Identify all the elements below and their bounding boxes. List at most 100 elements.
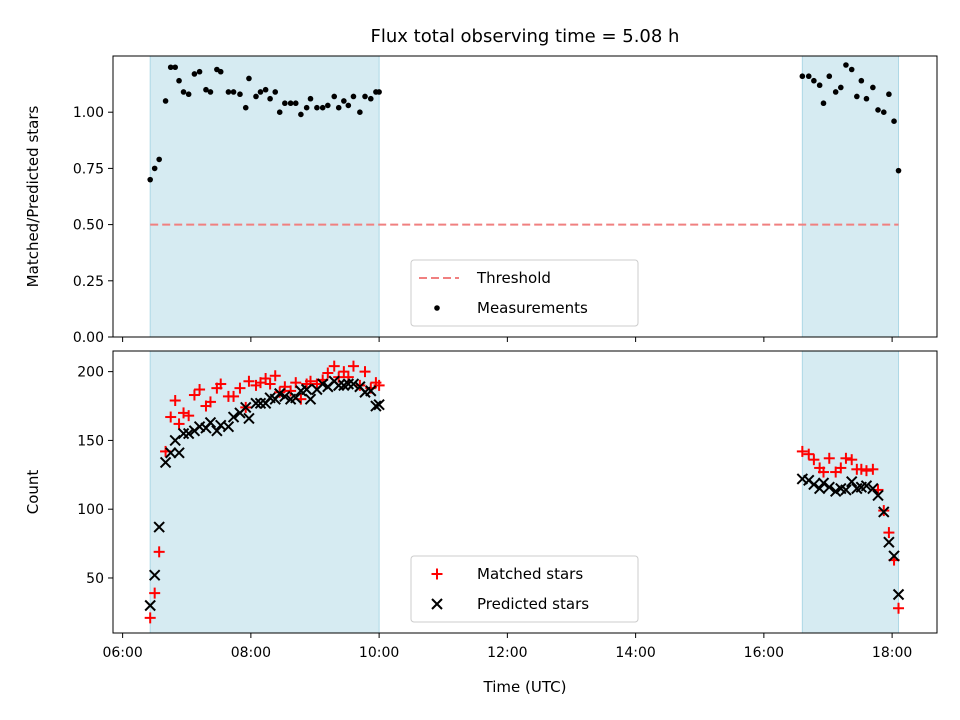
x-tick-label: 10:00 [359,645,399,661]
data-point [269,370,281,382]
data-point [891,118,897,124]
data-point [803,448,815,460]
data-point [846,454,858,466]
data-point [817,477,830,489]
data-point [347,378,360,390]
data-point [162,98,169,104]
data-point [272,89,279,95]
data-point [149,587,161,599]
data-point [855,463,867,475]
data-point [182,427,195,440]
data-point [243,412,255,425]
data-point [823,452,835,464]
x-tick-label: 18:00 [872,645,912,661]
data-point [893,602,905,614]
data-point [359,366,371,378]
data-point [892,588,905,601]
data-point [165,447,177,459]
data-point [867,463,879,475]
data-point [144,612,156,624]
data-point [832,89,839,95]
legend-label: Threshold [476,269,551,287]
data-point [817,466,829,478]
data-point [840,484,852,496]
data-point [159,456,172,469]
data-point [880,109,887,115]
data-point [228,390,240,402]
data-point [823,481,835,493]
data-point [276,109,283,115]
data-point [322,367,334,379]
data-point [843,62,849,68]
data-point [376,89,382,95]
data-point [331,93,338,100]
data-point [840,452,852,464]
data-point [345,102,352,109]
legend: Matched stars Predicted stars [410,555,639,623]
x-axis-label: Time (UTC) [483,678,567,696]
data-point [357,109,363,115]
x-tick-label: 12:00 [487,645,527,661]
data-point [234,382,246,394]
data-point [307,95,314,102]
data-point [373,379,385,391]
y-tick-label: 150 [77,433,104,449]
panel-count: 50 100 150 200 06:00 08:00 10:00 12:00 14:00 16:0… [24,350,938,661]
data-point [883,527,895,539]
data-point [183,410,195,422]
plot-frame [112,55,938,338]
data-point [173,418,185,430]
data-point [342,378,355,390]
legend-measurements-marker [434,305,440,311]
data-point [808,454,820,466]
data-point [260,373,272,385]
series-1-1 [144,375,905,612]
data-point [194,384,206,396]
data-point [854,93,860,100]
data-point [848,66,855,73]
data-point [156,156,162,163]
data-point [267,95,273,102]
data-point [237,91,243,98]
data-point [144,599,156,612]
data-point [279,390,291,403]
panel-ratio: 0.00 0.25 0.50 0.75 1.00 Matched/Predicted st… [24,55,938,346]
y-tick-label: 0.75 [73,161,104,177]
data-point [253,93,259,100]
data-point [185,91,192,98]
x-tick-label: 14:00 [615,645,655,661]
data-point [341,98,347,104]
y-tick-label: 100 [77,502,104,518]
data-point [365,385,377,397]
legend-label: Matched stars [477,565,583,583]
data-point [151,165,158,172]
data-point [835,462,847,474]
data-point [870,84,876,91]
data-point [177,427,190,440]
data-point [188,389,200,401]
legend-box [410,259,639,327]
y-tick-label: 0.50 [73,218,104,234]
data-point [222,420,235,433]
chart-title: Flux total observing time = 5.08 h [371,26,680,47]
data-point [886,91,892,98]
data-point [225,89,232,95]
data-point [350,93,357,100]
data-point [811,77,817,84]
data-point [153,546,165,558]
data-point [204,396,216,408]
data-point [333,379,345,392]
data-point [176,77,182,84]
data-point [211,425,223,437]
data-point [246,75,252,82]
data-point [196,68,203,75]
data-point [325,102,331,109]
data-point [816,82,823,89]
y-tick-label: 200 [77,365,104,381]
x-tick-label: 08:00 [231,645,271,661]
data-point [813,482,826,495]
plot-frame [112,350,938,634]
x-tick-label: 16:00 [744,645,784,661]
legend: Threshold Measurements [410,259,639,327]
